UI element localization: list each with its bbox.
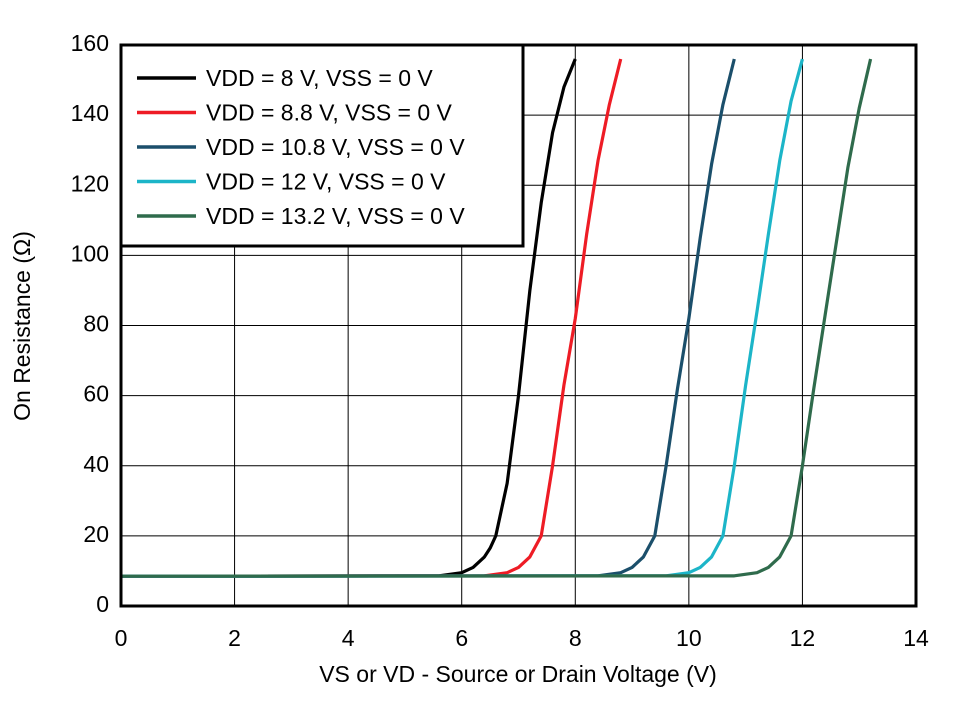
x-tick-label: 6: [455, 625, 468, 651]
y-axis-label: On Resistance (Ω): [9, 231, 35, 421]
x-tick-label: 12: [790, 625, 816, 651]
y-tick-label: 160: [71, 30, 109, 56]
x-tick-label: 4: [342, 625, 355, 651]
data-line: [120, 58, 736, 578]
x-tick-label: 0: [115, 625, 128, 651]
x-tick-label: 2: [228, 625, 241, 651]
y-tick-label: 140: [71, 100, 109, 126]
legend-label: VDD = 13.2 V, VSS = 0 V: [206, 203, 465, 229]
data-line: [120, 58, 804, 578]
legend-label: VDD = 10.8 V, VSS = 0 V: [206, 134, 465, 160]
data-line: [120, 58, 577, 578]
y-tick-label: 120: [71, 170, 109, 196]
legend-label: VDD = 12 V, VSS = 0 V: [206, 169, 446, 195]
legend-label: VDD = 8 V, VSS = 0 V: [206, 65, 433, 91]
y-tick-label: 60: [83, 381, 109, 407]
x-tick-label: 14: [903, 625, 929, 651]
data-line: [120, 58, 623, 578]
y-tick-label: 0: [96, 591, 109, 617]
legend-label: VDD = 8.8 V, VSS = 0 V: [206, 100, 453, 126]
y-tick-label: 100: [71, 240, 109, 266]
y-tick-label: 40: [83, 451, 109, 477]
x-tick-label: 8: [569, 625, 582, 651]
y-tick-label: 20: [83, 521, 109, 547]
data-line: [120, 58, 873, 578]
y-tick-label: 80: [83, 311, 109, 337]
x-axis-label: VS or VD - Source or Drain Voltage (V): [319, 661, 717, 687]
x-tick-label: 10: [676, 625, 702, 651]
